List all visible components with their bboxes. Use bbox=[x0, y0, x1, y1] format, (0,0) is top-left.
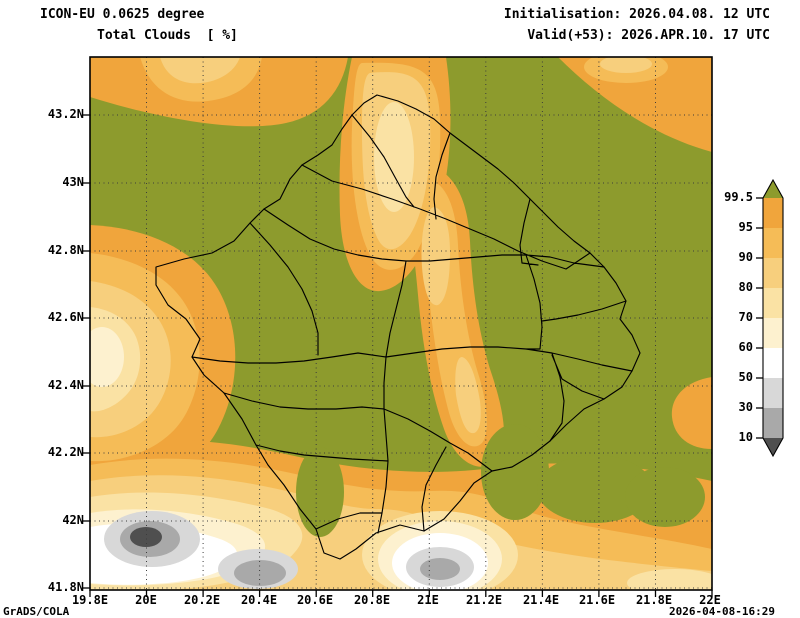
colorbar-label: 80 bbox=[738, 280, 753, 294]
colorbar-label: 95 bbox=[738, 220, 753, 234]
fill-0 bbox=[130, 527, 162, 547]
colorbar-seg-90 bbox=[763, 228, 783, 258]
plot-frame bbox=[89, 56, 713, 591]
y-tick-label: 41.8N bbox=[47, 580, 84, 594]
y-tick-label: 42.2N bbox=[47, 445, 84, 459]
colorbar-label: 70 bbox=[738, 310, 753, 324]
outer-boundary bbox=[155, 94, 641, 560]
x-tick-label: 21.4E bbox=[522, 593, 560, 607]
x-tick-label: 22E bbox=[699, 593, 721, 607]
y-tick-label: 43.2N bbox=[47, 107, 84, 121]
x-tick-label: 21E bbox=[417, 593, 439, 607]
colorbar-label: 99.5 bbox=[724, 190, 753, 204]
x-tick-label: 20.2E bbox=[183, 593, 221, 607]
district-borders bbox=[155, 94, 641, 560]
x-tick-label: 21.8E bbox=[635, 593, 673, 607]
y-tick-label: 43N bbox=[62, 175, 84, 189]
y-tick-label: 42N bbox=[62, 513, 84, 527]
colorbar-seg-80 bbox=[763, 258, 783, 288]
colorbar-cap-top bbox=[763, 180, 783, 198]
colorbar-label: 90 bbox=[738, 250, 753, 264]
latlon-grid bbox=[90, 57, 712, 590]
model-title: ICON-EU 0.0625 degree bbox=[40, 7, 205, 22]
colorbar-label: 30 bbox=[738, 400, 753, 414]
colorbar-seg-10 bbox=[763, 408, 783, 438]
y-tick-label: 42.8N bbox=[47, 243, 84, 257]
colorbar-seg-60 bbox=[763, 318, 783, 348]
x-tick-label: 20E bbox=[135, 593, 157, 607]
contour-fills bbox=[90, 57, 712, 590]
x-tick-label: 21.2E bbox=[465, 593, 503, 607]
x-tick-label: 20.4E bbox=[240, 593, 278, 607]
colorbar-seg-95 bbox=[763, 198, 783, 228]
colorbar-label: 50 bbox=[738, 370, 753, 384]
x-tick-label: 20.6E bbox=[296, 593, 334, 607]
cloud-cover-map bbox=[83, 56, 713, 597]
generation-timestamp: 2026-04-08-16:29 bbox=[669, 605, 775, 618]
y-tick-label: 42.6N bbox=[47, 310, 84, 324]
colorbar-label: 60 bbox=[738, 340, 753, 354]
internal-boundaries bbox=[191, 114, 633, 534]
grads-credit: GrADS/COLA bbox=[3, 605, 70, 618]
colorbar-seg-30 bbox=[763, 378, 783, 408]
colorbar-label: 10 bbox=[738, 430, 753, 444]
colorbar-ticks bbox=[756, 197, 763, 439]
axis-ticks bbox=[83, 114, 713, 597]
colorbar bbox=[756, 178, 784, 458]
colorbar-cap-bottom bbox=[763, 438, 783, 456]
y-tick-label: 42.4N bbox=[47, 378, 84, 392]
x-tick-label: 20.8E bbox=[353, 593, 391, 607]
variable-title: Total Clouds [ %] bbox=[97, 28, 238, 43]
fill-99-tongues bbox=[296, 424, 705, 537]
x-tick-label: 19.8E bbox=[71, 593, 109, 607]
x-tick-label: 21.6E bbox=[578, 593, 616, 607]
colorbar-seg-70 bbox=[763, 288, 783, 318]
colorbar-seg-50 bbox=[763, 348, 783, 378]
valid-label: Valid(+53): 2026.APR.10. 17 UTC bbox=[527, 28, 770, 43]
initialisation-label: Initialisation: 2026.04.08. 12 UTC bbox=[503, 7, 770, 22]
